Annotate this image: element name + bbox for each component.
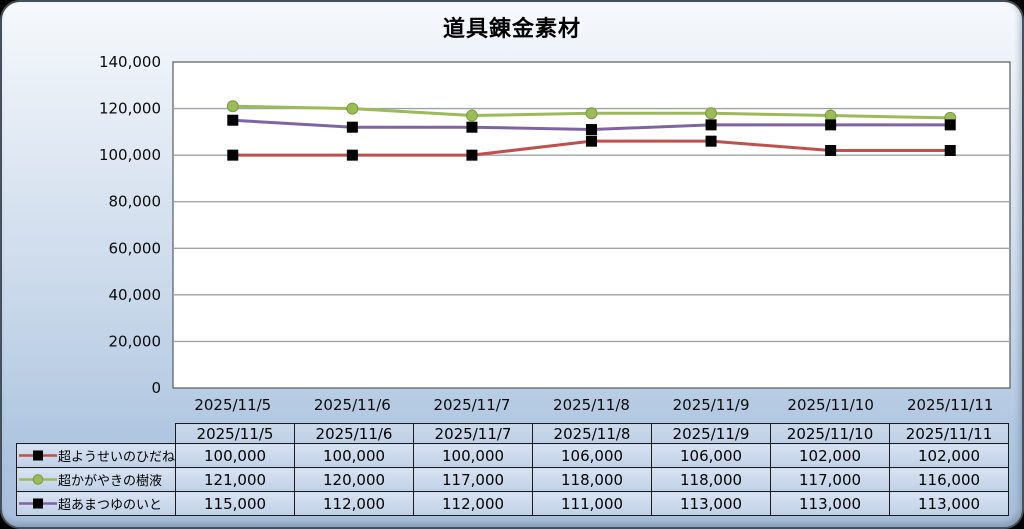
- legend-key-icon: [19, 450, 57, 461]
- y-axis-tick-label: 0: [151, 379, 161, 397]
- data-point-marker: [944, 144, 956, 156]
- y-axis-tick-label: 100,000: [99, 146, 161, 164]
- data-point-marker: [944, 119, 956, 131]
- data-point-marker: [466, 149, 478, 161]
- data-point-marker: [346, 149, 358, 161]
- x-axis-tick-label: 2025/11/8: [553, 396, 630, 414]
- data-point-marker: [465, 109, 478, 122]
- date-column-header: 2025/11/8: [532, 423, 653, 444]
- series-label: 超あまつゆのいと: [58, 498, 163, 513]
- data-point-marker: [466, 121, 478, 133]
- data-point-marker: [705, 135, 717, 147]
- price-value-cell: 112,000: [413, 491, 534, 516]
- price-value-cell: 116,000: [889, 467, 1010, 492]
- price-value-cell: 102,000: [889, 443, 1010, 468]
- legend-key-icon: [19, 498, 57, 509]
- table-row: 超かがやきの樹液 121,000 120,000 117,000 118,000 118,…: [15, 467, 1010, 492]
- price-value-cell: 117,000: [413, 467, 534, 492]
- y-axis-tick-label: 60,000: [109, 239, 162, 257]
- price-value-cell: 113,000: [770, 491, 891, 516]
- date-column-header: 2025/11/9: [651, 423, 772, 444]
- x-axis-tick-label: 2025/11/6: [314, 396, 391, 414]
- price-data-table: 2025/11/5 2025/11/6 2025/11/7 2025/11/8 2025…: [15, 423, 1010, 516]
- series-label-cell: 超かがやきの樹液: [15, 467, 177, 492]
- series-label-cell: 超ようせいのひだね: [15, 443, 177, 468]
- data-point-marker: [586, 135, 597, 147]
- data-point-marker: [585, 107, 598, 120]
- data-point-marker: [705, 107, 718, 120]
- price-value-cell: 106,000: [532, 443, 653, 468]
- data-point-marker: [226, 100, 239, 113]
- series-label-cell: 超あまつゆのいと: [15, 491, 177, 516]
- date-column-header: 2025/11/7: [413, 423, 534, 444]
- price-value-cell: 113,000: [889, 491, 1010, 516]
- series-label: 超ようせいのひだね: [58, 450, 176, 465]
- y-axis-tick-label: 80,000: [109, 193, 162, 211]
- x-axis-tick-label: 2025/11/10: [787, 396, 873, 414]
- x-axis-tick-label: 2025/11/5: [194, 396, 271, 414]
- y-axis-tick-label: 140,000: [99, 53, 161, 71]
- price-value-cell: 111,000: [532, 491, 653, 516]
- price-value-cell: 113,000: [651, 491, 772, 516]
- price-value-cell: 120,000: [294, 467, 415, 492]
- y-axis-tick-label: 40,000: [109, 286, 162, 304]
- price-value-cell: 100,000: [294, 443, 415, 468]
- chart-title: 道具錬金素材: [442, 17, 581, 42]
- y-axis-tick-label: 20,000: [109, 332, 162, 350]
- y-axis-tick-label: 120,000: [99, 100, 161, 118]
- price-value-cell: 115,000: [175, 491, 296, 516]
- data-point-marker: [346, 102, 359, 115]
- date-column-header: 2025/11/5: [175, 423, 296, 444]
- data-point-marker: [346, 121, 358, 133]
- date-column-header: 2025/11/10: [770, 423, 891, 444]
- date-column-header: 2025/11/11: [889, 423, 1010, 444]
- price-value-cell: 117,000: [770, 467, 891, 492]
- price-value-cell: 118,000: [532, 467, 653, 492]
- table-header-row: 2025/11/5 2025/11/6 2025/11/7 2025/11/8 2025…: [17, 423, 1010, 444]
- data-point-marker: [586, 124, 597, 136]
- table-row: 超ようせいのひだね 100,000 100,000 100,000 106,000 106…: [15, 443, 1010, 468]
- price-value-cell: 112,000: [294, 491, 415, 516]
- table-row: 超あまつゆのいと 115,000 112,000 112,000 111,000 113,…: [15, 491, 1010, 516]
- x-axis-tick-label: 2025/11/11: [907, 396, 993, 414]
- data-point-marker: [825, 144, 837, 156]
- data-point-marker: [227, 114, 239, 126]
- price-value-cell: 121,000: [175, 467, 296, 492]
- price-value-cell: 102,000: [770, 443, 891, 468]
- series-label: 超かがやきの樹液: [58, 474, 163, 489]
- data-point-marker: [227, 149, 239, 161]
- date-column-header: 2025/11/6: [294, 423, 415, 444]
- price-value-cell: 100,000: [413, 443, 534, 468]
- x-axis-tick-label: 2025/11/9: [673, 396, 750, 414]
- price-value-cell: 106,000: [651, 443, 772, 468]
- price-value-cell: 118,000: [651, 467, 772, 492]
- table-corner-blank: [17, 424, 176, 444]
- x-axis-tick-label: 2025/11/7: [433, 396, 510, 414]
- legend-key-icon: [19, 474, 57, 485]
- data-point-marker: [705, 119, 717, 131]
- price-value-cell: 100,000: [175, 443, 296, 468]
- data-point-marker: [825, 119, 837, 131]
